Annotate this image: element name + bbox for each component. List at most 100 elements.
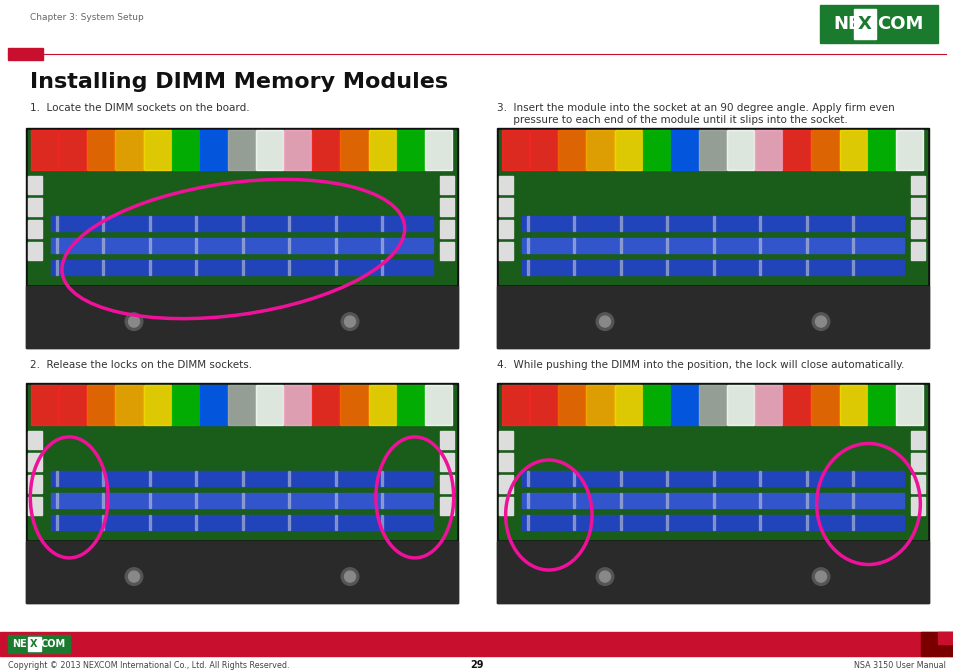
Bar [143,385,171,425]
Bar [381,216,383,231]
Bar [895,385,923,425]
Text: 1.  Locate the DIMM sockets on the board.: 1. Locate the DIMM sockets on the board. [30,103,250,113]
Bar [312,385,339,425]
Bar [712,493,714,509]
Text: COM: COM [876,15,923,33]
Bar [242,238,244,253]
Bar [255,385,283,425]
Bar [573,260,575,276]
Bar [28,431,42,449]
Bar [424,385,452,425]
Bar [28,475,42,493]
Bar [149,515,151,530]
Bar [439,497,454,515]
Bar [839,385,866,425]
Bar [526,216,529,231]
Bar [670,385,698,425]
Bar [852,471,854,487]
Bar [755,130,781,169]
Bar [242,493,244,509]
Bar [712,471,714,487]
Bar [8,48,43,60]
Bar [805,216,807,231]
Bar [87,385,114,425]
Text: pressure to each end of the module until it slips into the socket.: pressure to each end of the module until… [497,115,847,125]
Bar [288,238,291,253]
Bar [242,216,244,231]
Bar [102,260,105,276]
Bar [910,243,924,260]
Bar [498,385,926,539]
Bar [619,216,621,231]
Circle shape [598,316,610,327]
Bar [59,130,86,169]
Bar [396,385,423,425]
Bar [51,216,433,231]
Text: 29: 29 [470,660,483,670]
Bar [381,515,383,530]
Bar [699,130,725,169]
Bar [666,216,668,231]
Bar [910,220,924,238]
Bar [805,238,807,253]
Bar [498,454,513,471]
Bar [368,130,395,169]
Bar [712,238,714,253]
Bar [712,260,714,276]
Bar [102,238,105,253]
Circle shape [596,312,613,331]
Bar [573,515,575,530]
Bar [619,515,621,530]
Bar [56,238,58,253]
Bar [381,493,383,509]
Bar [586,385,613,425]
Bar [28,220,42,238]
Bar [149,471,151,487]
Bar [242,471,244,487]
Circle shape [341,568,358,585]
Bar [87,130,114,169]
Bar [526,238,529,253]
Bar [759,260,760,276]
Bar [853,9,875,39]
Circle shape [344,316,355,327]
Bar [102,515,105,530]
Bar [521,216,903,231]
Bar [526,471,529,487]
Bar [498,475,513,493]
Bar [381,471,383,487]
Bar [51,238,433,253]
Bar [805,515,807,530]
Bar [530,130,557,169]
Bar [699,385,725,425]
Bar [439,475,454,493]
Bar [920,632,953,656]
Bar [26,128,457,348]
Bar [852,238,854,253]
Bar [530,385,557,425]
Bar [573,238,575,253]
Text: Copyright © 2013 NEXCOM International Co., Ltd. All Rights Reserved.: Copyright © 2013 NEXCOM International Co… [8,661,289,669]
Bar [439,243,454,260]
Bar [28,130,456,284]
Bar [26,383,457,603]
Bar [811,385,838,425]
Bar [910,198,924,216]
Bar [8,635,70,653]
Bar [242,260,244,276]
Bar [439,454,454,471]
Bar [497,286,928,348]
Circle shape [811,568,829,585]
Bar [340,385,367,425]
Bar [712,216,714,231]
Bar [867,130,894,169]
Circle shape [815,571,825,582]
Bar [526,515,529,530]
Bar [666,515,668,530]
Bar [586,130,613,169]
Bar [805,260,807,276]
Bar [335,216,336,231]
Bar [712,515,714,530]
Bar [312,130,339,169]
Bar [28,385,456,539]
